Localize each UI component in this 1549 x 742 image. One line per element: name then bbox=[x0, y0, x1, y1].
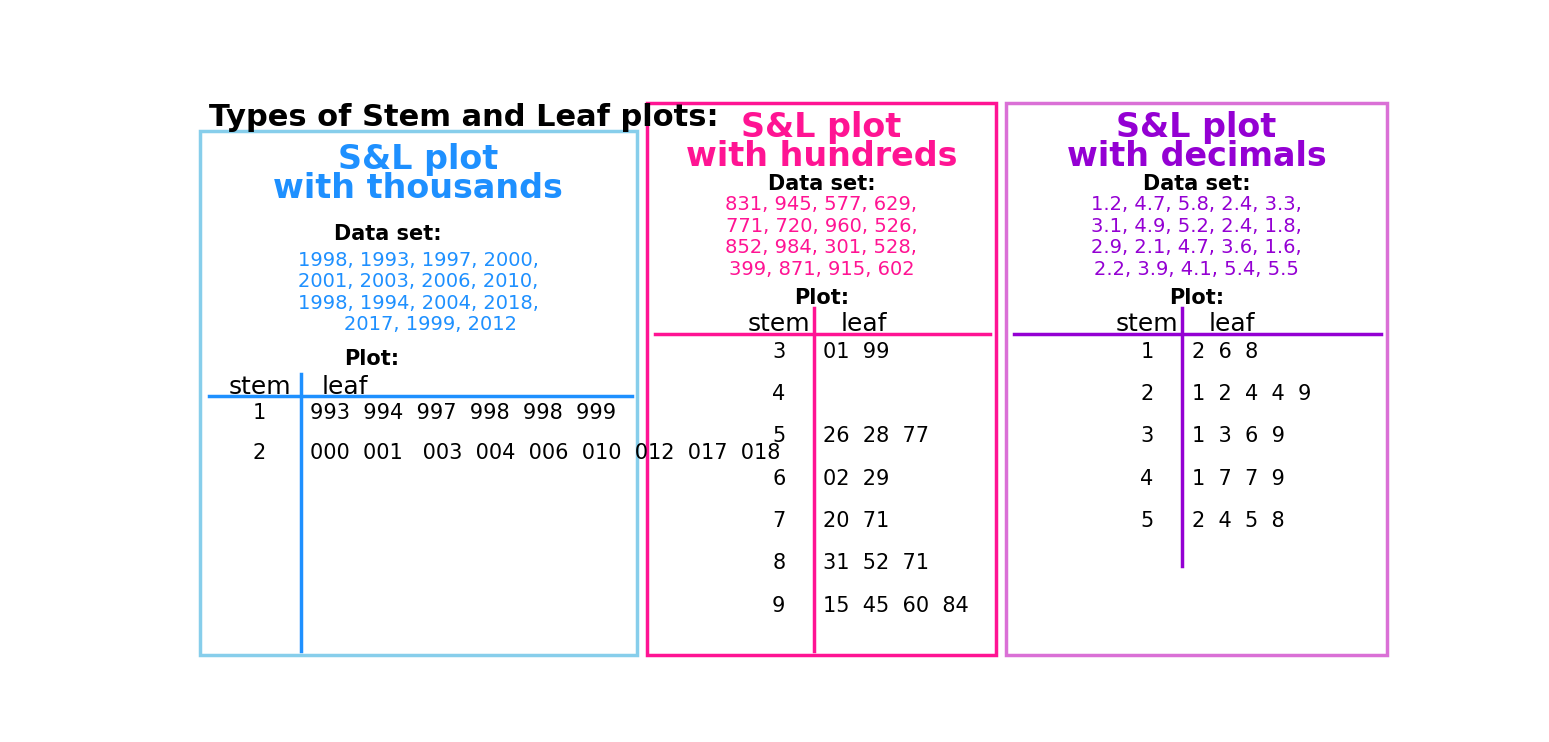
Text: 399, 871, 915, 602: 399, 871, 915, 602 bbox=[728, 260, 914, 279]
Text: 1  7  7  9: 1 7 7 9 bbox=[1191, 469, 1284, 489]
Text: 1998, 1993, 1997, 2000,: 1998, 1993, 1997, 2000, bbox=[297, 251, 539, 270]
Text: 2.2, 3.9, 4.1, 5.4, 5.5: 2.2, 3.9, 4.1, 5.4, 5.5 bbox=[1094, 260, 1300, 279]
Text: stem: stem bbox=[228, 375, 291, 399]
Text: 1: 1 bbox=[252, 403, 266, 423]
Text: S&L plot: S&L plot bbox=[338, 143, 499, 176]
Text: 000  001   003  004  006  010  012  017  018: 000 001 003 004 006 010 012 017 018 bbox=[310, 443, 781, 463]
Text: 3.1, 4.9, 5.2, 2.4, 1.8,: 3.1, 4.9, 5.2, 2.4, 1.8, bbox=[1090, 217, 1301, 236]
Text: 831, 945, 577, 629,: 831, 945, 577, 629, bbox=[725, 195, 917, 214]
Text: 26  28  77: 26 28 77 bbox=[823, 427, 929, 446]
Text: Plot:: Plot: bbox=[793, 288, 849, 308]
Text: leaf: leaf bbox=[322, 375, 369, 399]
Text: 852, 984, 301, 528,: 852, 984, 301, 528, bbox=[725, 238, 917, 257]
Text: 6: 6 bbox=[771, 469, 785, 489]
Text: 01  99: 01 99 bbox=[823, 341, 889, 361]
Text: 1  2  4  4  9: 1 2 4 4 9 bbox=[1191, 384, 1310, 404]
Text: 1: 1 bbox=[1140, 341, 1154, 361]
Text: 2: 2 bbox=[1140, 384, 1154, 404]
Text: 771, 720, 960, 526,: 771, 720, 960, 526, bbox=[725, 217, 917, 236]
Text: 2  6  8: 2 6 8 bbox=[1191, 341, 1258, 361]
Text: 4: 4 bbox=[771, 384, 785, 404]
FancyBboxPatch shape bbox=[200, 131, 637, 655]
Text: 2017, 1999, 2012: 2017, 1999, 2012 bbox=[319, 315, 517, 335]
Text: 5: 5 bbox=[771, 427, 785, 446]
Text: 15  45  60  84: 15 45 60 84 bbox=[823, 596, 968, 616]
Text: Plot:: Plot: bbox=[1169, 288, 1224, 308]
Text: 31  52  71: 31 52 71 bbox=[823, 554, 929, 574]
Text: 3: 3 bbox=[1140, 427, 1154, 446]
Text: 7: 7 bbox=[771, 511, 785, 531]
Text: Data set:: Data set: bbox=[768, 174, 875, 194]
Text: 2001, 2003, 2006, 2010,: 2001, 2003, 2006, 2010, bbox=[299, 272, 539, 292]
FancyBboxPatch shape bbox=[1005, 103, 1386, 655]
Text: Types of Stem and Leaf plots:: Types of Stem and Leaf plots: bbox=[209, 103, 719, 132]
Text: stem: stem bbox=[1115, 312, 1179, 336]
Text: 3: 3 bbox=[771, 341, 785, 361]
Text: 8: 8 bbox=[773, 554, 785, 574]
Text: 1998, 1994, 2004, 2018,: 1998, 1994, 2004, 2018, bbox=[297, 294, 539, 313]
FancyBboxPatch shape bbox=[647, 103, 996, 655]
Text: 2  4  5  8: 2 4 5 8 bbox=[1191, 511, 1284, 531]
Text: 9: 9 bbox=[771, 596, 785, 616]
Text: Plot:: Plot: bbox=[344, 349, 400, 370]
Text: leaf: leaf bbox=[1208, 312, 1255, 336]
Text: with hundreds: with hundreds bbox=[686, 139, 957, 173]
Text: S&L plot: S&L plot bbox=[742, 111, 902, 144]
Text: with decimals: with decimals bbox=[1067, 139, 1326, 173]
Text: 993  994  997  998  998  999: 993 994 997 998 998 999 bbox=[310, 403, 617, 423]
Text: 02  29: 02 29 bbox=[823, 469, 889, 489]
Text: 1.2, 4.7, 5.8, 2.4, 3.3,: 1.2, 4.7, 5.8, 2.4, 3.3, bbox=[1090, 195, 1301, 214]
Text: leaf: leaf bbox=[841, 312, 888, 336]
Text: with thousands: with thousands bbox=[274, 172, 564, 206]
Text: 2: 2 bbox=[252, 443, 266, 463]
Text: Data set:: Data set: bbox=[333, 224, 441, 244]
Text: 1  3  6  9: 1 3 6 9 bbox=[1191, 427, 1284, 446]
Text: stem: stem bbox=[748, 312, 810, 336]
Text: S&L plot: S&L plot bbox=[1117, 111, 1276, 144]
Text: Data set:: Data set: bbox=[1143, 174, 1250, 194]
Text: 2.9, 2.1, 4.7, 3.6, 1.6,: 2.9, 2.1, 4.7, 3.6, 1.6, bbox=[1090, 238, 1301, 257]
Text: 20  71: 20 71 bbox=[823, 511, 889, 531]
Text: 4: 4 bbox=[1140, 469, 1154, 489]
Text: 5: 5 bbox=[1140, 511, 1154, 531]
